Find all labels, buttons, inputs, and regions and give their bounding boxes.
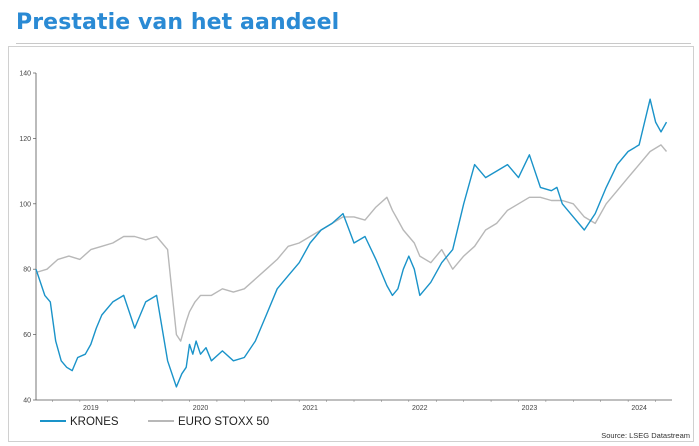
y-tick-label: 140 xyxy=(19,71,31,78)
y-tick-label: 60 xyxy=(23,332,31,339)
y-tick-label: 40 xyxy=(23,398,31,405)
y-tick-label: 80 xyxy=(23,267,31,274)
y-tick-label: 100 xyxy=(19,201,31,208)
x-tick-label: 2024 xyxy=(631,405,647,412)
series-line-euro-stoxx-50 xyxy=(35,144,668,342)
y-tick-label: 120 xyxy=(19,136,31,143)
legend: KRONES EURO STOXX 50 xyxy=(40,416,269,428)
title-divider xyxy=(16,43,691,44)
page-title: Prestatie van het aandeel xyxy=(16,10,340,35)
x-tick-label: 2019 xyxy=(83,405,99,412)
chart-frame xyxy=(8,46,694,442)
legend-label: EURO STOXX 50 xyxy=(178,416,269,428)
chart-axes: 40 60 80 100 120 140 2019 2020 2021 2022 2023 2024 xyxy=(19,71,672,412)
x-tick-label: 2020 xyxy=(193,405,209,412)
series-line-krones xyxy=(35,98,668,388)
source-note: Source: LSEG Datastream xyxy=(601,431,690,440)
series-layer xyxy=(35,98,668,388)
x-tick-label: 2021 xyxy=(302,405,318,412)
x-tick-label: 2023 xyxy=(522,405,538,412)
legend-label: KRONES xyxy=(70,416,119,428)
x-tick-label: 2022 xyxy=(412,405,428,412)
